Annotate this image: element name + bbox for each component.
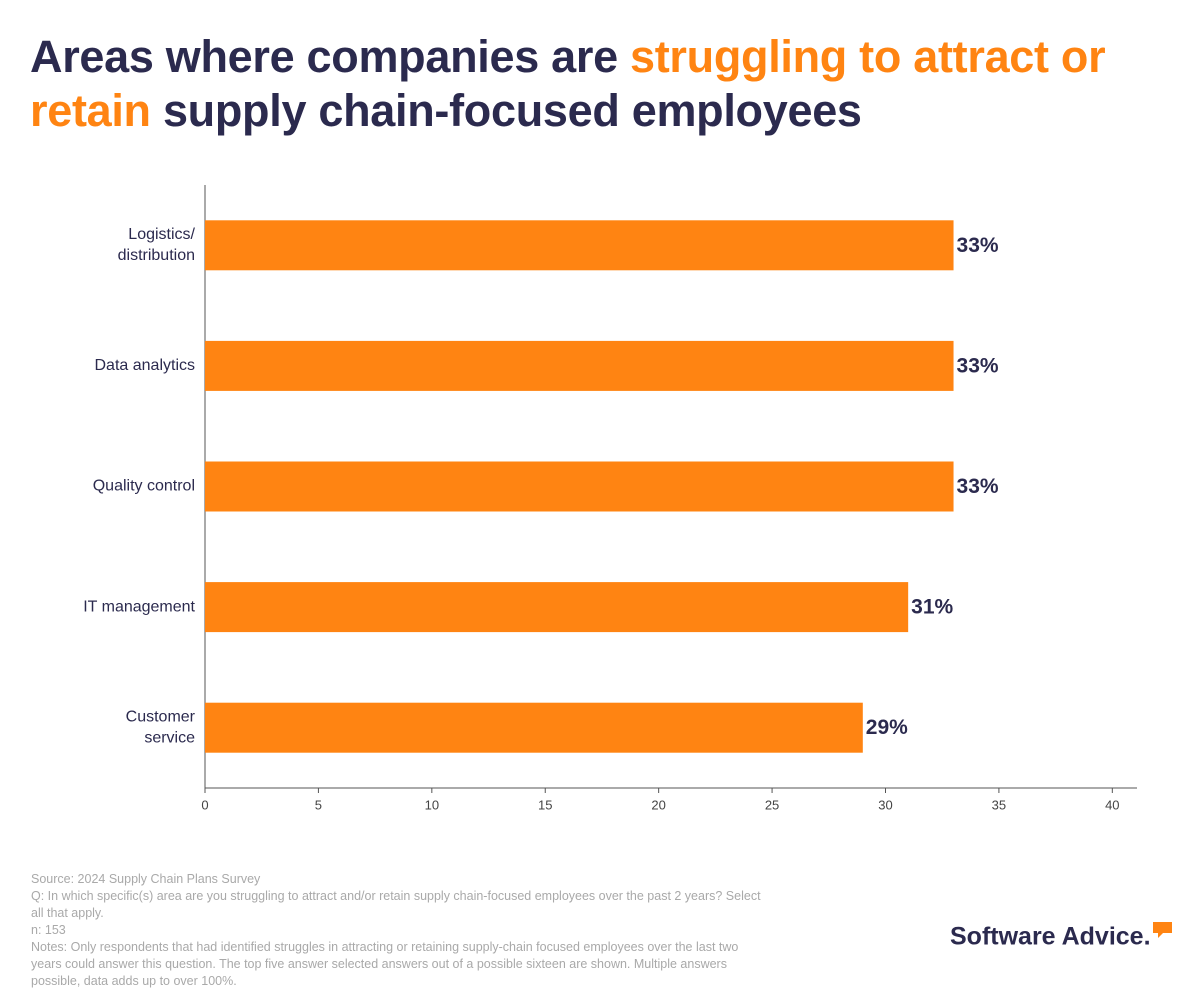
footnote-line: Source: 2024 Supply Chain Plans Survey	[31, 872, 261, 886]
x-tick-label: 0	[201, 797, 208, 812]
footnote-line: possible, data adds up to over 100%.	[31, 974, 237, 988]
y-tick-label: Data analytics	[95, 357, 196, 374]
x-tick-label: 10	[425, 797, 439, 812]
x-tick-label: 35	[992, 797, 1006, 812]
bar	[205, 582, 909, 633]
x-tick-label: 25	[765, 797, 779, 812]
value-label: 33%	[957, 234, 999, 257]
y-tick-label: Customer	[126, 708, 196, 725]
x-tick-label: 15	[538, 797, 552, 812]
value-label: 29%	[866, 716, 908, 739]
x-tick-label: 30	[878, 797, 892, 812]
footnote-line: n: 153	[31, 923, 66, 937]
footnotes: Source: 2024 Supply Chain Plans Survey Q:…	[31, 871, 761, 990]
footnote-line: Q: In which specific(s) area are you str…	[31, 889, 761, 903]
logo-icon	[1153, 922, 1172, 938]
y-tick-label: Logistics/	[128, 226, 195, 243]
title-part: supply chain-focused employees	[162, 85, 862, 136]
bar	[205, 220, 954, 271]
bar	[205, 702, 863, 753]
x-tick-label: 20	[651, 797, 665, 812]
bar	[205, 461, 954, 512]
value-label: 33%	[957, 354, 999, 377]
value-label: 31%	[911, 596, 953, 619]
bar	[205, 340, 954, 391]
footnote-line: years could answer this question. The to…	[31, 957, 727, 971]
chart-title: Areas where companies are struggling to …	[30, 30, 1180, 138]
value-label: 33%	[957, 475, 999, 498]
title-part: struggling to attract or retain	[30, 31, 1106, 136]
y-tick-label: service	[144, 729, 195, 746]
x-tick-label: 40	[1105, 797, 1119, 812]
y-tick-label: IT management	[83, 598, 195, 615]
logo: Software Advice.	[950, 923, 1151, 951]
y-tick-label: Quality control	[93, 478, 195, 495]
footnote-line: Notes: Only respondents that had identif…	[31, 940, 739, 954]
footnote-line: all that apply.	[31, 906, 104, 920]
title-part: Areas where companies are	[30, 31, 618, 82]
x-tick-label: 5	[315, 797, 322, 812]
y-tick-label: distribution	[118, 247, 195, 264]
